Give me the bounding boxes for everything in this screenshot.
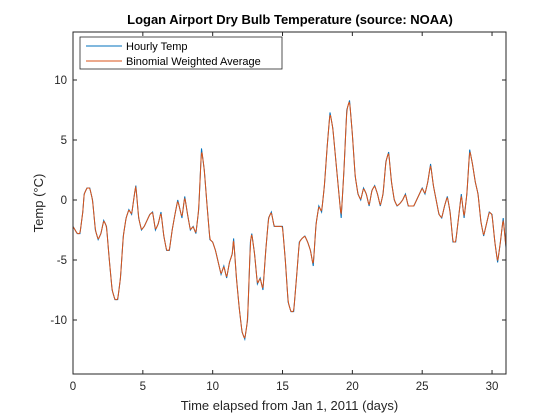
- chart-title: Logan Airport Dry Bulb Temperature (sour…: [127, 12, 453, 27]
- legend-label-hourly-temp: Hourly Temp: [126, 41, 188, 53]
- legend-box: [79, 36, 283, 70]
- x-tick-label: 10: [206, 381, 219, 393]
- series-layer: [73, 100, 506, 342]
- y-tick-label: -5: [57, 255, 67, 267]
- y-tick-label: 10: [54, 75, 67, 87]
- plot-area: 0 5 10 15 20 25 30 -10 -5 0 5 10: [50, 31, 507, 393]
- x-tick-label: 5: [140, 381, 146, 393]
- plot-background: [73, 32, 506, 374]
- y-axis: -10 -5 0 5 10: [50, 75, 506, 327]
- x-tick-label: 25: [416, 381, 429, 393]
- x-tick-label: 0: [70, 381, 76, 393]
- x-axis-label: Time elapsed from Jan 1, 2011 (days): [181, 398, 399, 413]
- x-axis: 0 5 10 15 20 25 30: [70, 32, 499, 393]
- x-tick-label: 15: [276, 381, 289, 393]
- plot-box: [72, 31, 507, 375]
- y-axis-label: Temp (°C): [31, 174, 46, 233]
- y-tick-label: 0: [61, 195, 67, 207]
- legend-label-binomial-average: Binomial Weighted Average: [126, 56, 261, 68]
- y-tick-label: 5: [61, 135, 67, 147]
- y-tick-label: -10: [50, 315, 67, 327]
- x-tick-label: 30: [486, 381, 499, 393]
- legend: Hourly Temp Binomial Weighted Average: [79, 36, 283, 70]
- x-tick-label: 20: [346, 381, 359, 393]
- series-line-binomial-average: [73, 101, 506, 339]
